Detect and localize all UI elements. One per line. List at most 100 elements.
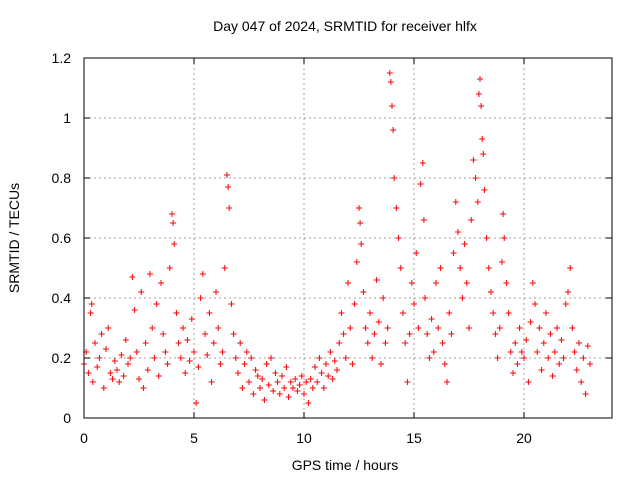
data-point bbox=[540, 340, 547, 346]
data-point bbox=[395, 235, 402, 241]
data-point bbox=[437, 265, 444, 271]
y-tick-label: 1 bbox=[63, 110, 71, 126]
data-point bbox=[406, 331, 413, 337]
data-point bbox=[287, 379, 294, 385]
data-point bbox=[543, 310, 549, 316]
data-point bbox=[173, 310, 180, 316]
x-tick-label: 0 bbox=[80, 430, 88, 446]
data-point bbox=[177, 355, 184, 361]
data-point bbox=[433, 280, 439, 286]
data-point bbox=[375, 319, 382, 325]
data-point bbox=[584, 343, 591, 349]
y-tick-label: 0.6 bbox=[52, 230, 72, 246]
data-point bbox=[186, 358, 193, 364]
data-point bbox=[532, 301, 538, 307]
data-point bbox=[228, 301, 235, 307]
data-point bbox=[373, 277, 380, 283]
data-point bbox=[279, 373, 285, 379]
data-point bbox=[578, 379, 585, 385]
data-points bbox=[81, 70, 593, 406]
y-tick-label: 1.2 bbox=[52, 50, 72, 66]
data-point bbox=[235, 370, 241, 376]
data-point bbox=[512, 340, 519, 346]
data-point bbox=[430, 349, 437, 355]
data-point bbox=[307, 376, 314, 382]
grid bbox=[84, 58, 612, 418]
data-point bbox=[400, 310, 406, 316]
data-point bbox=[237, 340, 244, 346]
data-point bbox=[527, 319, 534, 325]
data-point bbox=[419, 160, 426, 166]
data-point bbox=[239, 385, 246, 391]
data-point bbox=[521, 355, 527, 361]
data-point bbox=[87, 310, 94, 316]
y-tick-labels: 0 0.2 0.4 0.6 0.8 1 1.2 bbox=[52, 50, 72, 426]
data-point bbox=[435, 325, 442, 331]
data-point bbox=[270, 388, 277, 394]
data-point bbox=[281, 385, 288, 391]
y-tick-label: 0.8 bbox=[52, 170, 72, 186]
data-point bbox=[180, 325, 186, 331]
data-point bbox=[285, 394, 292, 400]
data-point bbox=[576, 340, 582, 346]
data-point bbox=[402, 340, 409, 346]
data-point bbox=[171, 241, 178, 247]
data-point bbox=[413, 250, 420, 256]
data-point bbox=[450, 250, 457, 256]
data-point bbox=[587, 361, 593, 367]
data-point bbox=[318, 370, 325, 376]
data-point bbox=[92, 340, 98, 346]
data-point bbox=[162, 349, 169, 355]
chart-title: Day 047 of 2024, SRMTID for receiver hlf… bbox=[213, 18, 477, 34]
data-point bbox=[129, 274, 136, 280]
data-point bbox=[195, 364, 202, 370]
data-point bbox=[455, 229, 461, 235]
data-point bbox=[166, 265, 173, 271]
data-point bbox=[523, 337, 530, 343]
data-point bbox=[448, 331, 455, 337]
data-point bbox=[248, 355, 255, 361]
data-point bbox=[536, 325, 543, 331]
data-point bbox=[182, 370, 189, 376]
data-point bbox=[477, 76, 483, 82]
data-point bbox=[276, 391, 283, 397]
data-point bbox=[483, 235, 490, 241]
data-point bbox=[296, 382, 303, 388]
data-point bbox=[461, 241, 468, 247]
data-point bbox=[107, 370, 114, 376]
data-point bbox=[345, 280, 351, 286]
data-point bbox=[417, 181, 424, 187]
data-point bbox=[274, 379, 281, 385]
data-point bbox=[452, 199, 459, 205]
data-point bbox=[250, 391, 257, 397]
y-axis-label: SRMTID / TECUs bbox=[6, 183, 22, 293]
data-point bbox=[514, 361, 521, 367]
data-point bbox=[169, 211, 175, 217]
data-point bbox=[472, 175, 479, 181]
data-point bbox=[422, 295, 428, 301]
data-point bbox=[213, 289, 219, 295]
data-point bbox=[268, 355, 274, 361]
data-point bbox=[560, 355, 567, 361]
data-point bbox=[202, 331, 208, 337]
data-point bbox=[199, 271, 206, 277]
data-point bbox=[219, 349, 226, 355]
data-point bbox=[114, 367, 120, 373]
data-point bbox=[446, 310, 453, 316]
data-point bbox=[283, 364, 290, 370]
data-point bbox=[457, 265, 464, 271]
data-point bbox=[100, 385, 107, 391]
data-point bbox=[371, 331, 378, 337]
data-point bbox=[138, 289, 145, 295]
x-tick-labels: 0 5 10 15 20 bbox=[80, 430, 532, 446]
data-point bbox=[208, 379, 215, 385]
data-point bbox=[571, 349, 578, 355]
data-point bbox=[193, 400, 200, 406]
data-point bbox=[111, 358, 118, 364]
data-point bbox=[387, 79, 394, 85]
data-point bbox=[109, 376, 116, 382]
data-point bbox=[556, 361, 563, 367]
data-point bbox=[217, 361, 224, 367]
data-point bbox=[439, 340, 446, 346]
data-point bbox=[468, 217, 475, 223]
